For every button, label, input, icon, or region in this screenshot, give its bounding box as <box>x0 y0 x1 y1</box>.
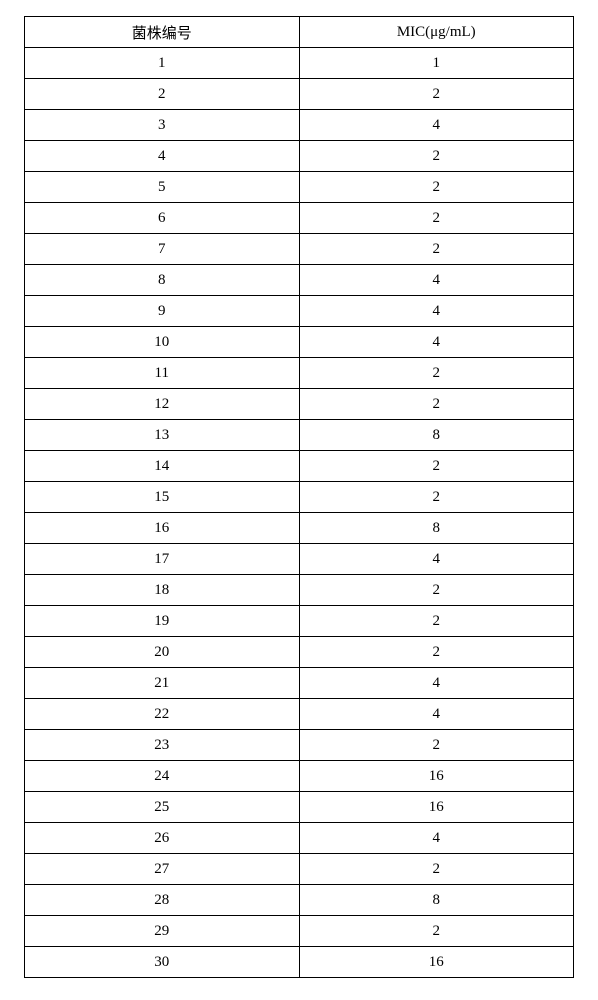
cell-strain-id: 4 <box>25 141 300 172</box>
cell-mic-value: 4 <box>299 823 574 854</box>
cell-strain-id: 7 <box>25 234 300 265</box>
cell-mic-value: 8 <box>299 420 574 451</box>
cell-strain-id: 16 <box>25 513 300 544</box>
table-row: 138 <box>25 420 574 451</box>
cell-mic-value: 2 <box>299 730 574 761</box>
cell-strain-id: 11 <box>25 358 300 389</box>
table-row: 122 <box>25 389 574 420</box>
cell-strain-id: 21 <box>25 668 300 699</box>
table-row: 72 <box>25 234 574 265</box>
cell-strain-id: 19 <box>25 606 300 637</box>
column-header-strain: 菌株编号 <box>25 17 300 48</box>
table-header-row: 菌株编号 MIC(μg/mL) <box>25 17 574 48</box>
column-header-mic: MIC(μg/mL) <box>299 17 574 48</box>
cell-mic-value: 2 <box>299 854 574 885</box>
cell-strain-id: 18 <box>25 575 300 606</box>
table-row: 42 <box>25 141 574 172</box>
table-row: 232 <box>25 730 574 761</box>
cell-strain-id: 27 <box>25 854 300 885</box>
table-row: 202 <box>25 637 574 668</box>
cell-mic-value: 2 <box>299 172 574 203</box>
table-row: 224 <box>25 699 574 730</box>
table-row: 142 <box>25 451 574 482</box>
cell-mic-value: 2 <box>299 575 574 606</box>
cell-mic-value: 4 <box>299 327 574 358</box>
cell-mic-value: 4 <box>299 544 574 575</box>
cell-strain-id: 22 <box>25 699 300 730</box>
cell-mic-value: 1 <box>299 48 574 79</box>
cell-mic-value: 2 <box>299 451 574 482</box>
cell-mic-value: 4 <box>299 668 574 699</box>
cell-strain-id: 13 <box>25 420 300 451</box>
cell-strain-id: 29 <box>25 916 300 947</box>
cell-mic-value: 2 <box>299 79 574 110</box>
cell-strain-id: 25 <box>25 792 300 823</box>
table-row: 52 <box>25 172 574 203</box>
table-row: 2516 <box>25 792 574 823</box>
table-row: 84 <box>25 265 574 296</box>
cell-mic-value: 2 <box>299 141 574 172</box>
cell-mic-value: 2 <box>299 234 574 265</box>
cell-strain-id: 5 <box>25 172 300 203</box>
cell-strain-id: 26 <box>25 823 300 854</box>
cell-mic-value: 4 <box>299 265 574 296</box>
cell-mic-value: 2 <box>299 389 574 420</box>
table-row: 264 <box>25 823 574 854</box>
table-row: 174 <box>25 544 574 575</box>
cell-mic-value: 2 <box>299 916 574 947</box>
cell-mic-value: 2 <box>299 606 574 637</box>
cell-mic-value: 2 <box>299 203 574 234</box>
table-row: 2416 <box>25 761 574 792</box>
table-row: 112 <box>25 358 574 389</box>
table-row: 182 <box>25 575 574 606</box>
cell-mic-value: 2 <box>299 482 574 513</box>
table-row: 34 <box>25 110 574 141</box>
cell-strain-id: 1 <box>25 48 300 79</box>
table-body: 1122344252627284941041121221381421521681… <box>25 48 574 978</box>
cell-mic-value: 4 <box>299 699 574 730</box>
table-row: 288 <box>25 885 574 916</box>
cell-mic-value: 16 <box>299 792 574 823</box>
table-row: 292 <box>25 916 574 947</box>
table-row: 104 <box>25 327 574 358</box>
cell-mic-value: 8 <box>299 885 574 916</box>
cell-mic-value: 2 <box>299 358 574 389</box>
cell-strain-id: 14 <box>25 451 300 482</box>
cell-strain-id: 12 <box>25 389 300 420</box>
cell-mic-value: 2 <box>299 637 574 668</box>
cell-mic-value: 4 <box>299 296 574 327</box>
cell-strain-id: 28 <box>25 885 300 916</box>
cell-strain-id: 9 <box>25 296 300 327</box>
cell-mic-value: 4 <box>299 110 574 141</box>
table-row: 3016 <box>25 947 574 978</box>
table-row: 152 <box>25 482 574 513</box>
table-row: 94 <box>25 296 574 327</box>
cell-mic-value: 16 <box>299 947 574 978</box>
cell-strain-id: 8 <box>25 265 300 296</box>
table-row: 62 <box>25 203 574 234</box>
cell-strain-id: 30 <box>25 947 300 978</box>
cell-mic-value: 16 <box>299 761 574 792</box>
table-row: 11 <box>25 48 574 79</box>
table-row: 168 <box>25 513 574 544</box>
cell-mic-value: 8 <box>299 513 574 544</box>
table-row: 272 <box>25 854 574 885</box>
cell-strain-id: 15 <box>25 482 300 513</box>
cell-strain-id: 17 <box>25 544 300 575</box>
cell-strain-id: 23 <box>25 730 300 761</box>
cell-strain-id: 6 <box>25 203 300 234</box>
cell-strain-id: 20 <box>25 637 300 668</box>
table-row: 192 <box>25 606 574 637</box>
cell-strain-id: 10 <box>25 327 300 358</box>
cell-strain-id: 24 <box>25 761 300 792</box>
cell-strain-id: 2 <box>25 79 300 110</box>
mic-data-table: 菌株编号 MIC(μg/mL) 112234425262728494104112… <box>24 16 574 978</box>
table-row: 22 <box>25 79 574 110</box>
table-row: 214 <box>25 668 574 699</box>
cell-strain-id: 3 <box>25 110 300 141</box>
